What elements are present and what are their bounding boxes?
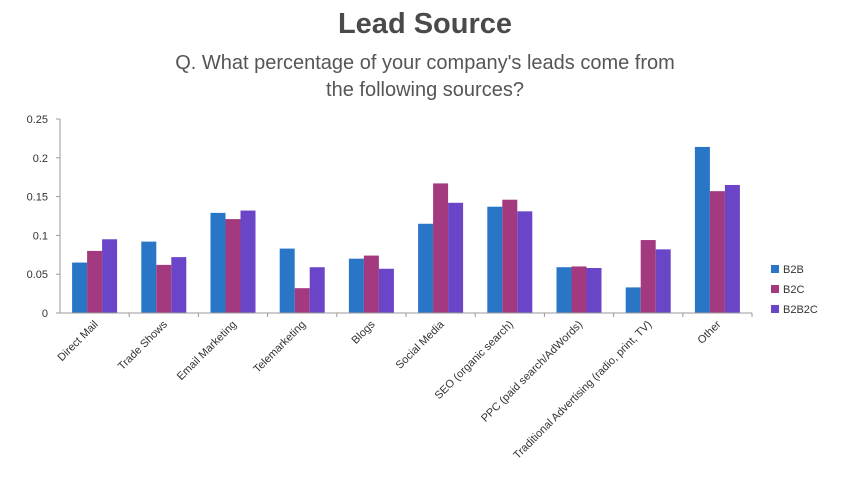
y-tick-label: 0.25 (27, 114, 48, 126)
bars (72, 146, 740, 313)
bar-b2c-5 (433, 183, 449, 313)
bar-b2b-3 (279, 248, 295, 313)
legend-label-b2b: B2B (783, 264, 804, 276)
chart-subtitle: Q. What percentage of your company's lea… (175, 52, 675, 101)
bar-b2c-2 (225, 219, 241, 313)
bar-b2b-2 (210, 212, 226, 313)
legend-swatch-b2b2c (771, 305, 779, 313)
bar-b2b2c-2 (240, 210, 256, 313)
legend-label-b2c: B2C (783, 284, 804, 296)
bar-b2c-7 (571, 266, 587, 313)
y-tick-label: 0.1 (33, 230, 48, 242)
bar-b2b2c-8 (655, 249, 671, 313)
legend-label-b2b2c: B2B2C (783, 304, 818, 316)
bar-b2c-6 (502, 199, 518, 313)
bar-b2b-9 (694, 146, 710, 313)
x-category-label: Blogs (350, 318, 378, 346)
chart-title: Lead Source (337, 8, 513, 40)
bar-b2b-5 (418, 223, 434, 313)
x-category-label: Telemarketing (251, 319, 308, 376)
bar-b2c-3 (294, 288, 310, 313)
bar-b2b2c-1 (171, 257, 187, 313)
y-tick-label: 0.15 (27, 192, 48, 204)
legend: B2B B2C B2B2C (771, 264, 818, 316)
x-category-label: Direct Mail (55, 319, 100, 364)
bar-b2b-1 (141, 241, 157, 313)
bar-b2b2c-0 (102, 239, 118, 313)
x-category-label: SEO (organic search) (433, 319, 516, 402)
bar-b2b2c-3 (309, 267, 325, 313)
y-tick-label: 0 (42, 308, 48, 320)
bar-b2b2c-9 (724, 184, 740, 313)
y-tick-label: 0.2 (33, 153, 48, 165)
bar-b2c-1 (156, 264, 172, 313)
bar-b2c-4 (363, 255, 379, 313)
x-category-label: Social Media (394, 318, 448, 372)
bar-b2b-7 (556, 267, 572, 313)
x-category-label: Other (696, 318, 724, 346)
x-axis-labels: Direct Mail Trade Shows Email Marketing Tel… (55, 313, 753, 462)
x-category-label: Trade Shows (116, 318, 170, 372)
bar-b2b-0 (72, 262, 88, 313)
bar-b2b-8 (625, 287, 641, 313)
y-axis-ticks: 0 0.05 0.1 0.15 0.2 0.25 (27, 114, 60, 320)
bar-b2b2c-7 (586, 267, 602, 313)
x-category-label: Traditional Advertising (radio, print, T… (511, 319, 654, 462)
bar-b2b-6 (487, 206, 503, 313)
bar-b2c-9 (709, 191, 725, 313)
bar-b2b-4 (348, 258, 364, 313)
bar-b2b2c-6 (517, 211, 533, 313)
legend-swatch-b2c (771, 285, 779, 293)
x-category-label: Email Marketing (175, 319, 239, 383)
bar-b2c-0 (87, 250, 103, 313)
bar-b2b2c-4 (378, 268, 394, 313)
bar-b2c-8 (640, 240, 656, 313)
legend-swatch-b2b (771, 265, 779, 273)
y-tick-label: 0.05 (27, 269, 48, 281)
bar-b2b2c-5 (448, 202, 464, 313)
